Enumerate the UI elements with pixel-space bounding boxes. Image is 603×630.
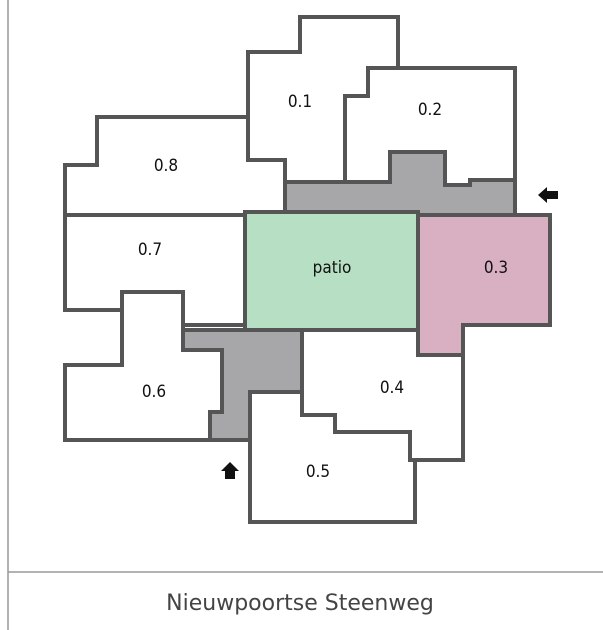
room-label: 0.2 xyxy=(418,100,442,120)
room xyxy=(63,290,224,442)
street-name: Nieuwpoortse Steenweg xyxy=(166,591,434,616)
room-label: 0.1 xyxy=(288,92,312,112)
room xyxy=(343,66,517,187)
room-label: 0.3 xyxy=(484,258,508,278)
room-label: 0.8 xyxy=(154,156,178,176)
room-label: 0.5 xyxy=(306,462,330,482)
entrance-arrow xyxy=(221,462,239,479)
patio xyxy=(243,210,420,332)
room-label: patio xyxy=(313,258,352,278)
room-label: 0.6 xyxy=(142,382,166,402)
room xyxy=(416,213,552,357)
room-label: 0.4 xyxy=(380,378,404,398)
room xyxy=(248,390,417,524)
room-label: 0.7 xyxy=(138,240,162,260)
entrance-arrow xyxy=(538,187,558,203)
